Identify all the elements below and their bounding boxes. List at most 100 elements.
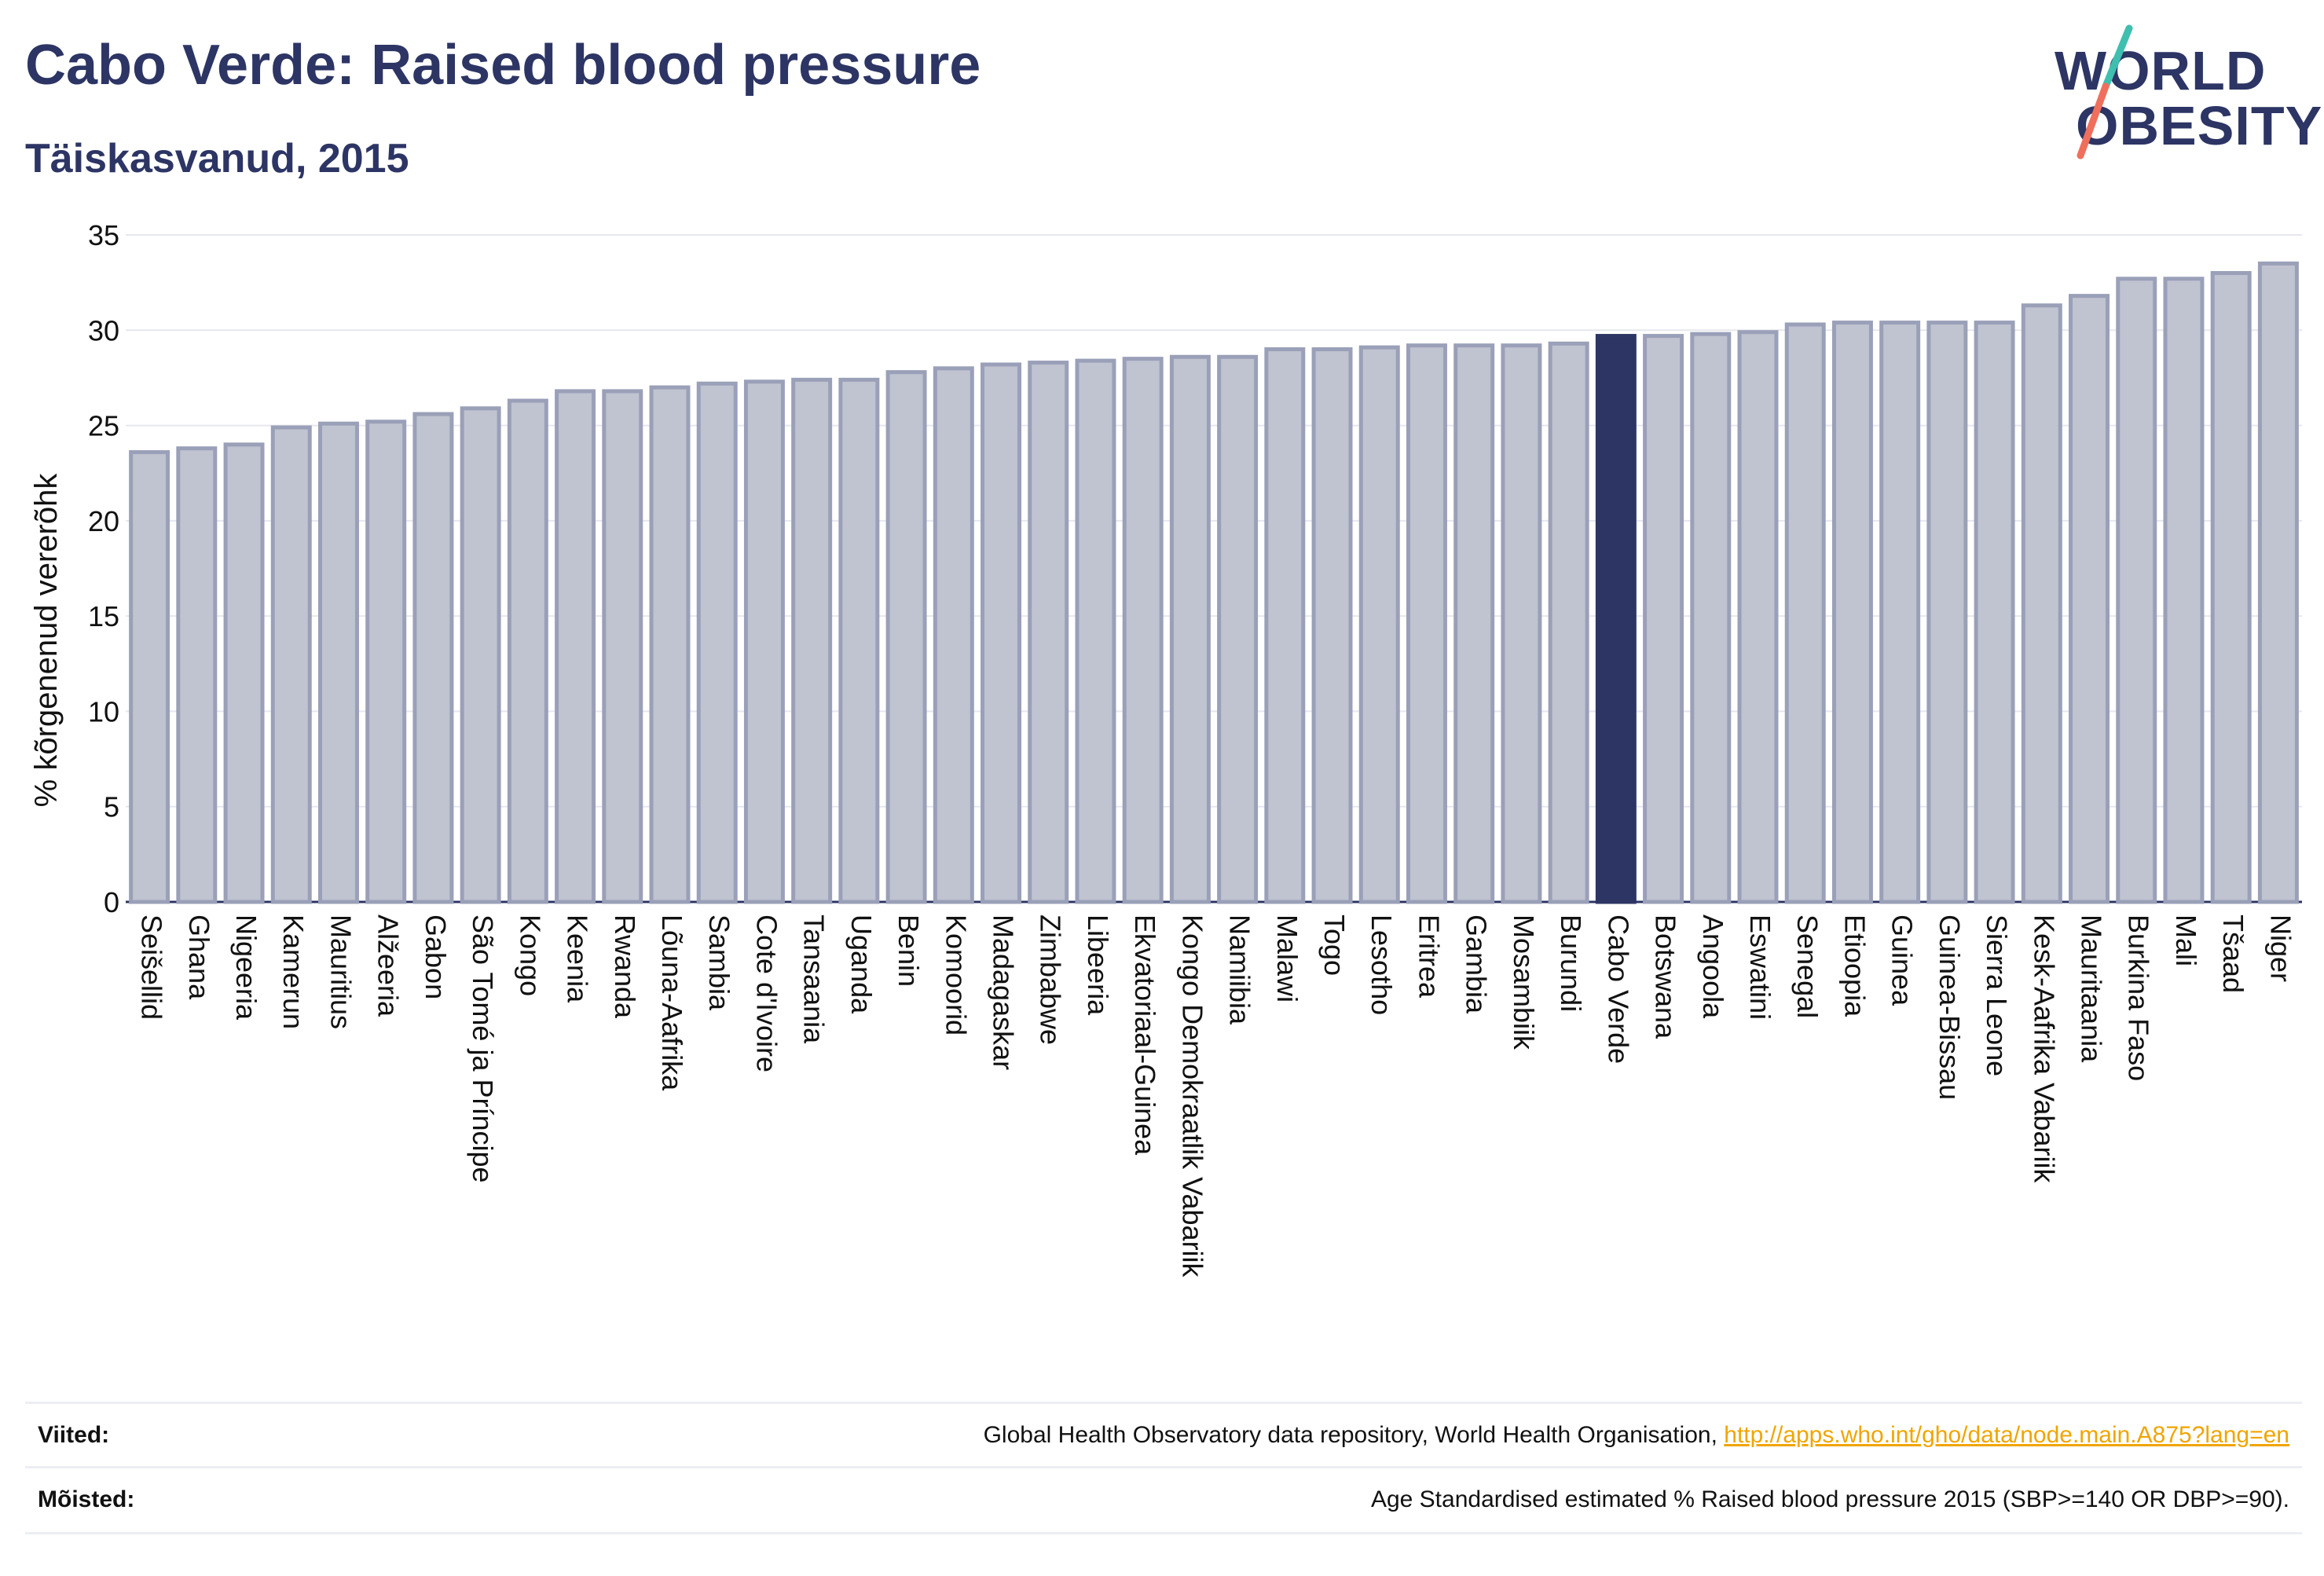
x-tick-label: Burkina Faso <box>2123 914 2155 1081</box>
bar <box>1406 343 1447 904</box>
x-tick-label: Gambia <box>1461 914 1493 1014</box>
x-tick-label: Benin <box>893 914 925 987</box>
x-tick-label: Kesk-Aafrika Vabariik <box>2028 914 2060 1183</box>
x-tick-label: Nigeeria <box>230 914 262 1021</box>
x-tick-label: Zimbabwe <box>1035 914 1067 1045</box>
x-tick-label: Kongo Demokraatlik Vabariik <box>1176 914 1208 1278</box>
bar <box>981 362 1022 904</box>
x-tick-label: Ghana <box>183 914 215 1000</box>
x-tick-label: Rwanda <box>609 914 641 1019</box>
y-tick-label: 30 <box>88 314 119 346</box>
bar <box>1453 343 1495 904</box>
x-tick-label: Lesotho <box>1365 914 1398 1015</box>
y-tick-label: 15 <box>88 600 119 632</box>
bar <box>602 389 643 904</box>
y-tick-label: 20 <box>88 505 119 537</box>
bar <box>838 377 880 904</box>
x-tick-label: Mosambiik <box>1508 914 1540 1050</box>
x-tick-label: Seišellid <box>136 914 168 1020</box>
bar <box>1974 321 2015 904</box>
x-tick-label: Mali <box>2170 914 2202 966</box>
bar <box>1217 354 1259 904</box>
x-tick-label: Ekvatoriaal-Guinea <box>1129 914 1161 1156</box>
bars <box>129 261 2299 904</box>
y-tick-label: 10 <box>88 695 119 728</box>
sources-label: Viited: <box>38 1422 110 1448</box>
x-tick-label: Madagaskar <box>988 914 1020 1070</box>
footer-divider <box>25 1402 2302 1404</box>
bar <box>1737 330 1779 904</box>
bar <box>1169 354 1211 904</box>
definitions-label: Mõisted: <box>38 1486 135 1512</box>
x-tick-label: Gabon <box>420 914 452 999</box>
bar <box>1879 321 1921 904</box>
bar <box>1831 321 1873 904</box>
bar <box>1690 332 1732 904</box>
bar <box>2210 271 2252 904</box>
x-tick-label: Guinea-Bissau <box>1934 914 1966 1100</box>
bar <box>743 379 785 904</box>
bar <box>1264 347 1306 904</box>
logo-line-2: OBESITY <box>2076 95 2323 156</box>
x-tick-label: São Tomé ja Príncipe <box>467 914 499 1183</box>
x-tick-label: Kamerun <box>277 914 310 1029</box>
y-axis-ticks: 0 5 10 15 20 25 30 35 <box>88 219 119 918</box>
bar <box>555 389 596 904</box>
bar <box>412 412 454 904</box>
x-axis-ticks: Seišellid Ghana Nigeeria Kamerun Mauritius Al… <box>136 914 2297 1278</box>
x-tick-label: Burundi <box>1555 914 1587 1012</box>
x-tick-label: Namiibia <box>1224 914 1256 1025</box>
world-obesity-logo: WORLD OBESITY <box>2051 22 2322 163</box>
footer-divider <box>25 1532 2302 1534</box>
footer-divider <box>25 1466 2302 1468</box>
x-tick-label: Uganda <box>845 914 878 1014</box>
bar <box>223 442 265 904</box>
bar <box>1075 358 1116 904</box>
bar <box>1548 341 1589 904</box>
sources-link[interactable]: http://apps.who.int/gho/data/node.main.A… <box>1724 1422 2289 1448</box>
bar <box>2163 277 2205 904</box>
x-tick-label: Lõuna-Aafrika <box>656 914 688 1091</box>
y-axis-label: % kõrgenenud vererõhk <box>29 473 64 808</box>
bar <box>1784 322 1826 904</box>
x-tick-label: Keenia <box>562 914 594 1003</box>
bar <box>933 366 974 904</box>
x-tick-label: Niger <box>2264 914 2297 982</box>
x-tick-label: Senegal <box>1791 914 1824 1018</box>
x-tick-label: Mauritius <box>324 914 357 1029</box>
x-tick-label: Cote d'Ivoire <box>750 914 783 1072</box>
x-tick-label: Komoorid <box>940 914 972 1035</box>
bar <box>2021 303 2062 904</box>
bar <box>270 425 312 904</box>
x-tick-label: Alžeeria <box>372 914 405 1017</box>
x-tick-label: Togo <box>1318 914 1351 976</box>
bar <box>1028 361 1069 904</box>
chart-subtitle: Täiskasvanud, 2015 <box>25 136 409 181</box>
x-tick-label: Libeeria <box>1082 914 1114 1016</box>
sources-text: Global Health Observatory data repositor… <box>984 1422 2289 1449</box>
y-tick-label: 25 <box>88 410 119 442</box>
x-tick-label: Botswana <box>1650 914 1682 1039</box>
bar <box>1311 347 1353 904</box>
sources-description: Global Health Observatory data repositor… <box>983 1422 1725 1448</box>
x-tick-label: Guinea <box>1886 914 1919 1006</box>
bar <box>791 377 833 904</box>
bar <box>2069 294 2110 904</box>
bar <box>2116 277 2157 904</box>
bar <box>885 370 927 904</box>
x-tick-label: Etioopia <box>1838 914 1871 1017</box>
bar <box>1501 343 1542 904</box>
y-tick-label: 35 <box>88 219 119 251</box>
logo-line-1: WORLD <box>2055 40 2267 101</box>
bar <box>460 406 501 904</box>
definitions-text: Age Standardised estimated % Raised bloo… <box>1370 1486 2289 1512</box>
y-tick-label: 0 <box>104 886 119 918</box>
bar <box>365 420 407 904</box>
bar <box>176 446 218 904</box>
footer-definitions: Mõisted: Age Standardised estimated % Ra… <box>25 1486 2302 1526</box>
x-tick-label: Sambia <box>703 914 735 1011</box>
x-tick-label: Eswatini <box>1744 914 1776 1020</box>
bar <box>1122 357 1164 904</box>
x-tick-label: Mauritaania <box>2076 914 2108 1063</box>
logo-slash-icon <box>2077 24 2133 159</box>
